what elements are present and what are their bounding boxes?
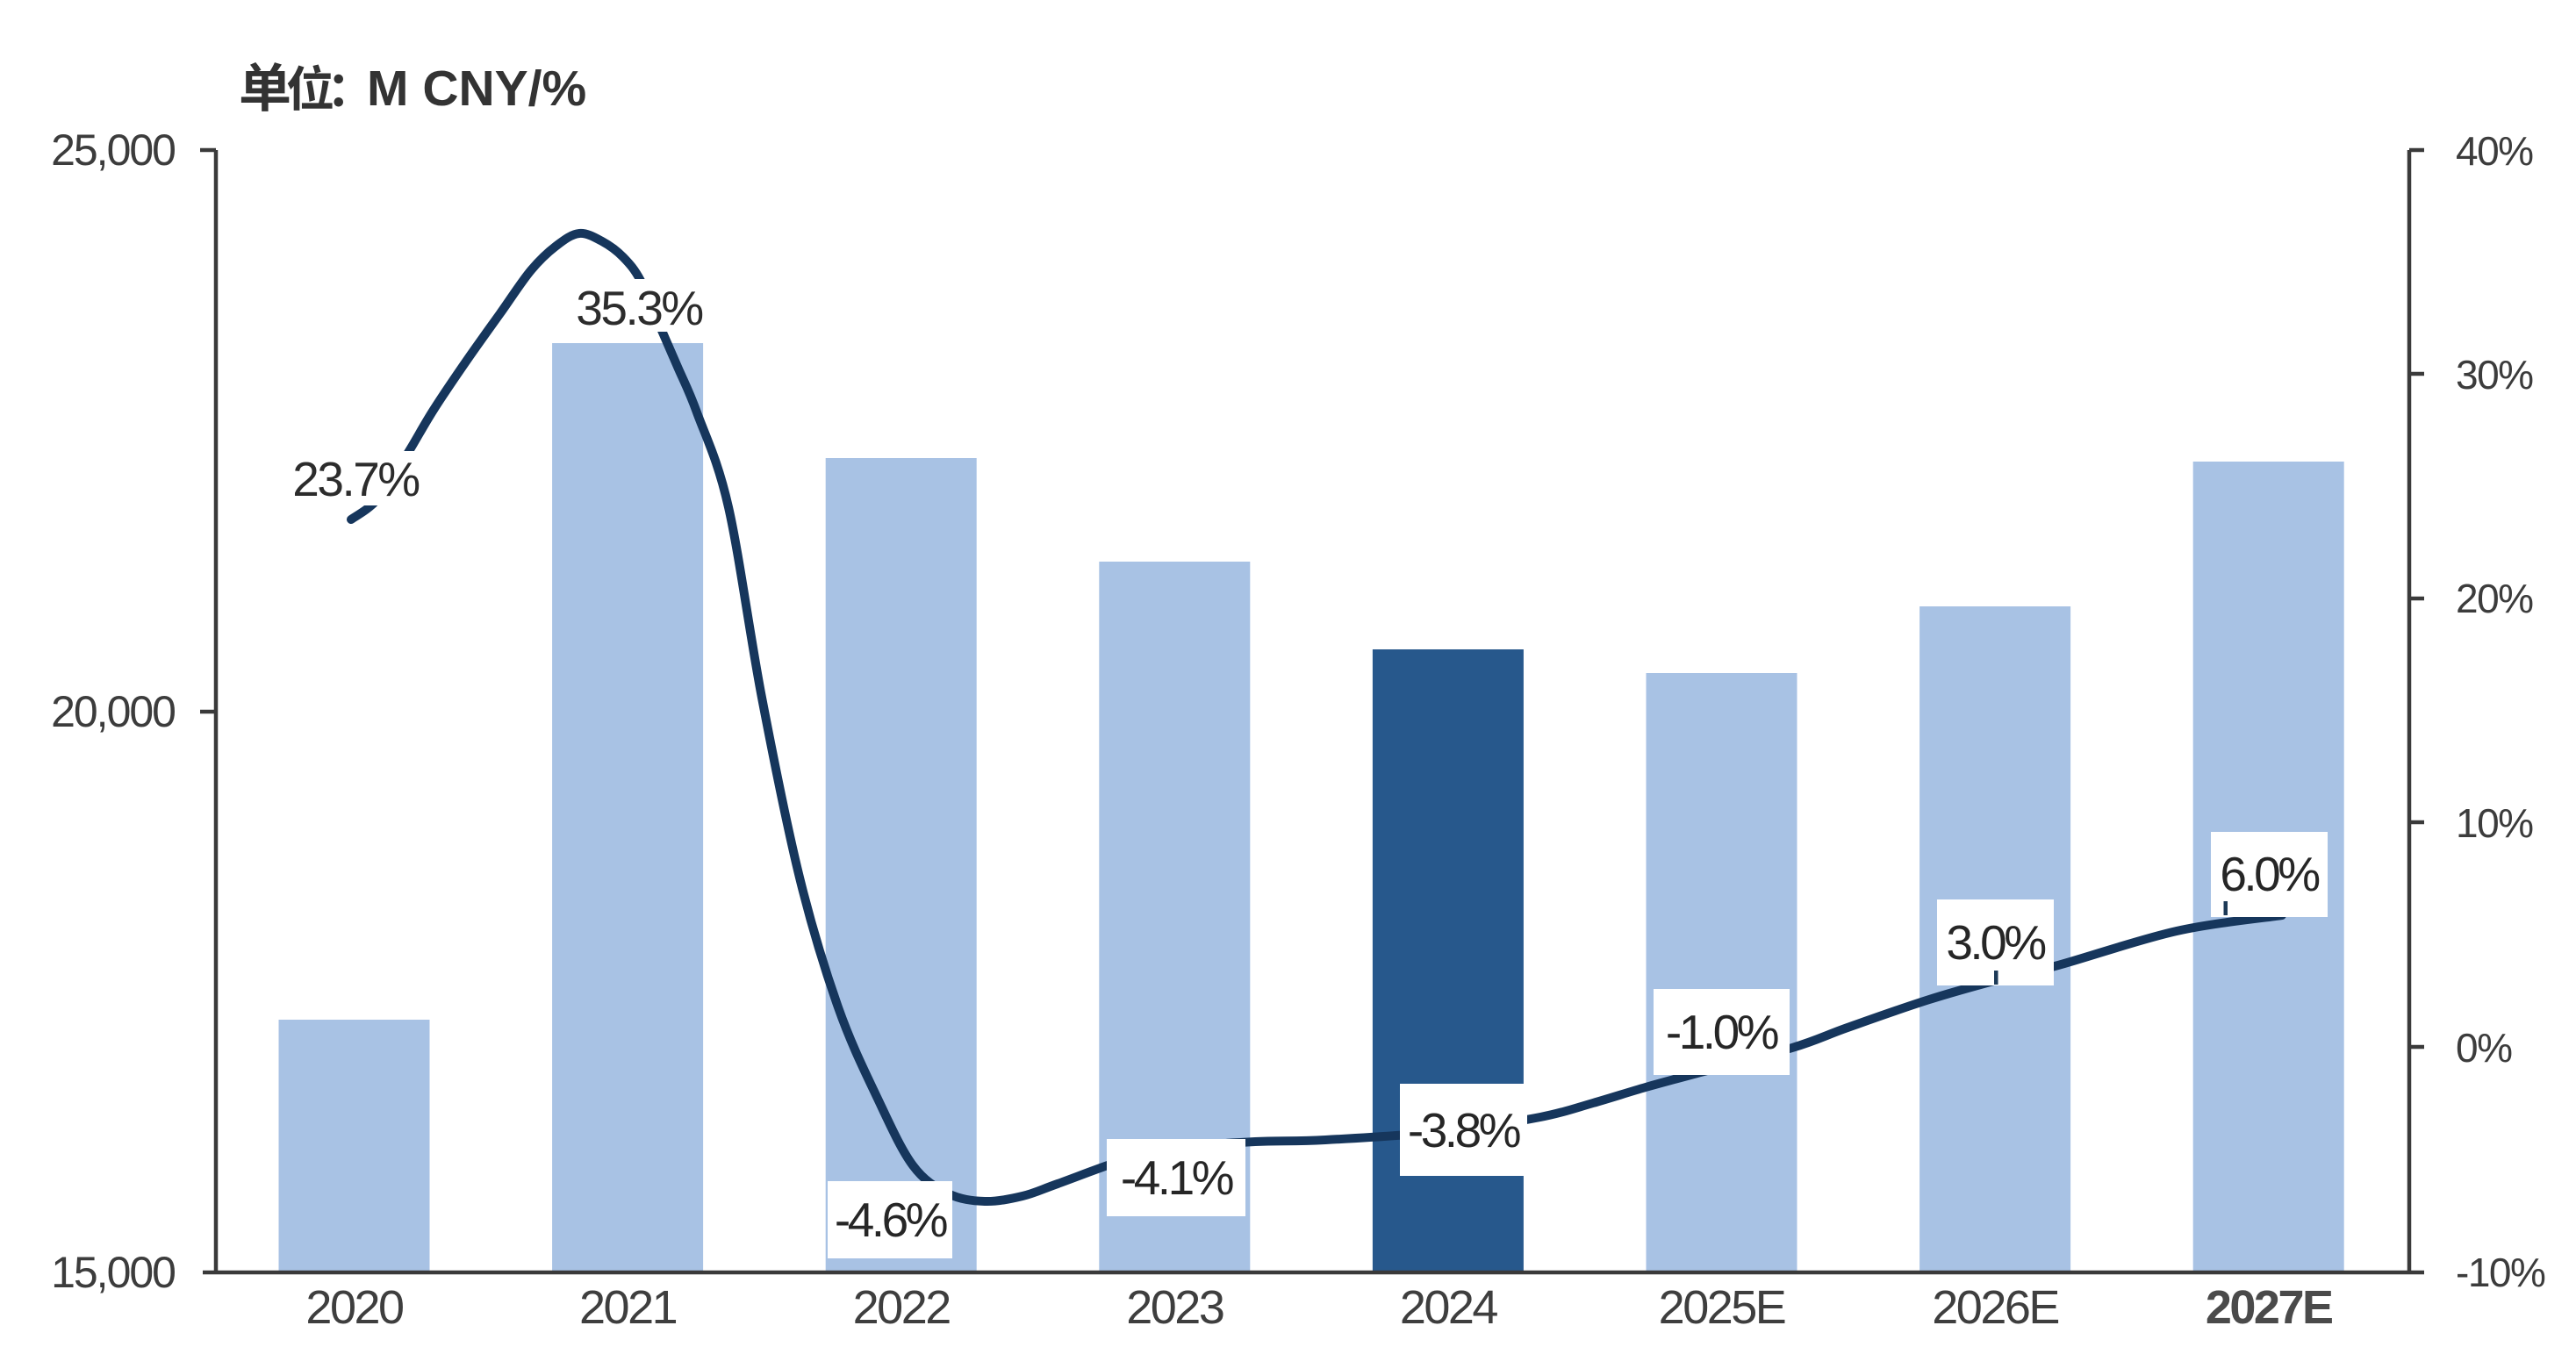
svg-text:2024: 2024	[1400, 1281, 1498, 1334]
svg-text:2020: 2020	[305, 1281, 403, 1334]
svg-text:23.7%: 23.7%	[292, 452, 419, 506]
svg-text:15,000: 15,000	[51, 1248, 175, 1297]
svg-text:2026E: 2026E	[1932, 1281, 2058, 1334]
svg-text:-3.8%: -3.8%	[1408, 1103, 1520, 1157]
svg-text:3.0%: 3.0%	[1946, 915, 2045, 970]
svg-text:20,000: 20,000	[51, 687, 175, 736]
svg-text:2021: 2021	[579, 1281, 677, 1334]
svg-text:30%: 30%	[2456, 352, 2533, 398]
svg-text:6.0%: 6.0%	[2220, 847, 2319, 901]
svg-text:2025E: 2025E	[1659, 1281, 1785, 1334]
svg-text:-10%: -10%	[2456, 1250, 2545, 1295]
svg-text:2023: 2023	[1126, 1281, 1223, 1334]
svg-text:2022: 2022	[853, 1281, 951, 1334]
svg-text:-4.6%: -4.6%	[835, 1193, 947, 1247]
svg-text:10%: 10%	[2456, 800, 2533, 846]
svg-text:0%: 0%	[2456, 1025, 2512, 1071]
svg-text:2027E: 2027E	[2206, 1281, 2332, 1334]
svg-text:-1.0%: -1.0%	[1666, 1005, 1778, 1059]
svg-text:40%: 40%	[2456, 128, 2533, 174]
svg-text:-4.1%: -4.1%	[1121, 1150, 1233, 1205]
svg-text:M CNY/%: M CNY/%	[367, 61, 586, 117]
svg-text:35.3%: 35.3%	[576, 281, 702, 335]
svg-text:20%: 20%	[2456, 576, 2533, 621]
svg-text:25,000: 25,000	[51, 125, 175, 175]
